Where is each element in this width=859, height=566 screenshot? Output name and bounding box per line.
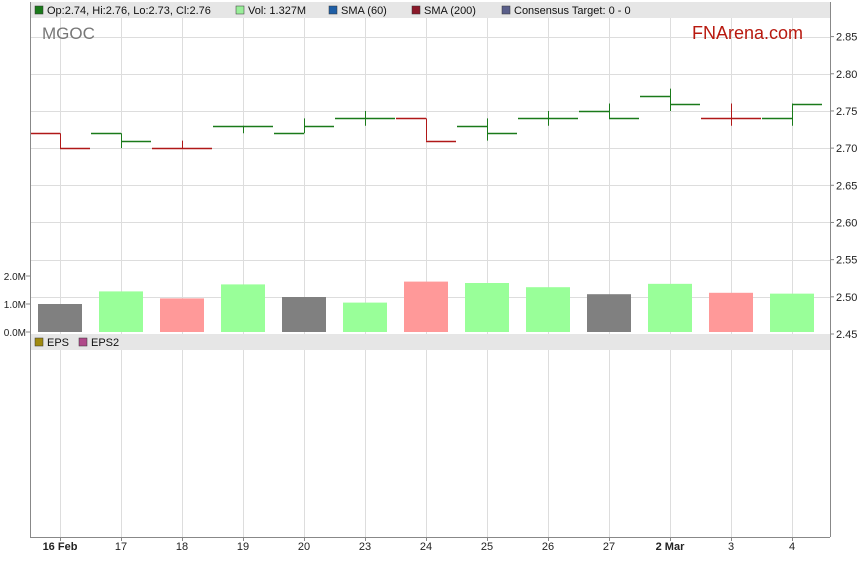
volume-bar — [587, 294, 631, 332]
volume-bar — [709, 292, 753, 332]
ohlc-bar — [762, 103, 822, 126]
x-tick-label: 2 Mar — [656, 541, 685, 553]
legend-bar — [30, 2, 830, 18]
price-tick-label: 2.60 — [836, 217, 857, 229]
price-tick-label: 2.65 — [836, 180, 857, 192]
eps2-legend-text: EPS2 — [91, 337, 119, 349]
x-tick-label: 25 — [481, 541, 493, 553]
x-tick-label: 18 — [176, 541, 188, 553]
volume-bar — [770, 293, 814, 332]
x-axis: 16 Feb 17 18 19 20 23 24 25 26 27 2 Mar 3 4 — [43, 537, 795, 553]
ohlc-bar — [30, 132, 90, 150]
ohlc-bar — [152, 140, 212, 150]
ohlc-bar — [335, 110, 395, 126]
eps-legend-text: EPS — [47, 337, 69, 349]
ohlc-bar — [640, 88, 700, 111]
ohlc-legend-swatch — [34, 5, 44, 15]
eps-legend-swatch — [34, 337, 44, 347]
consensus-legend-swatch — [501, 5, 511, 15]
price-axis: 2.45 2.50 2.55 2.60 2.65 2.70 2.75 2.80 2.85 — [830, 32, 857, 341]
price-tick-label: 2.75 — [836, 106, 857, 118]
x-tick-label: 24 — [420, 541, 432, 553]
fnarena-logo: FNArena.com — [692, 23, 803, 43]
volume-bar — [221, 284, 265, 332]
ohlc-bar — [457, 118, 517, 141]
ohlc-bar — [91, 132, 151, 149]
volume-bars — [38, 281, 814, 332]
volume-bar — [648, 283, 692, 332]
eps-legend-bar — [30, 334, 830, 350]
ohlc-legend-text: Op:2.74, Hi:2.76, Lo:2.73, Cl:2.76 — [47, 5, 211, 17]
volume-bar — [38, 304, 82, 332]
ohlc-bar — [701, 103, 761, 126]
volume-bar — [282, 297, 326, 332]
volume-tick-label: 0.0M — [4, 328, 26, 339]
ohlc-bar — [213, 125, 273, 134]
x-tick-label: 4 — [789, 541, 795, 553]
ticker-symbol: MGOC — [42, 24, 95, 43]
ohlc-bars — [30, 88, 822, 150]
legend: Op:2.74, Hi:2.76, Lo:2.73, Cl:2.76 Vol: … — [34, 5, 631, 17]
price-tick-label: 2.70 — [836, 143, 857, 155]
volume-bar — [343, 302, 387, 332]
vol-legend-text: Vol: 1.327M — [248, 5, 306, 17]
volume-tick-label: 2.0M — [4, 272, 26, 283]
x-tick-label: 26 — [542, 541, 554, 553]
price-tick-label: 2.50 — [836, 292, 857, 304]
eps2-legend-swatch — [78, 337, 88, 347]
ohlc-bar — [579, 103, 639, 120]
price-tick-label: 2.80 — [836, 69, 857, 81]
sma60-legend-swatch — [328, 5, 338, 15]
price-tick-label: 2.85 — [836, 32, 857, 44]
price-tick-label: 2.55 — [836, 255, 857, 267]
volume-bar — [526, 287, 570, 332]
volume-bar — [99, 291, 143, 332]
sma200-legend-text: SMA (200) — [424, 5, 476, 17]
price-tick-label: 2.45 — [836, 329, 857, 341]
sma200-legend-swatch — [411, 5, 421, 15]
x-tick-label: 3 — [728, 541, 734, 553]
x-tick-label: 23 — [359, 541, 371, 553]
x-tick-label: 20 — [298, 541, 310, 553]
x-tick-label: 17 — [115, 541, 127, 553]
ohlc-bar — [274, 118, 334, 135]
x-tick-label: 27 — [603, 541, 615, 553]
vol-legend-swatch — [235, 5, 245, 15]
x-tick-label: 19 — [237, 541, 249, 553]
eps-legend: EPS EPS2 — [34, 337, 119, 349]
sma60-legend-text: SMA (60) — [341, 5, 387, 17]
x-tick-label: 16 Feb — [43, 541, 78, 553]
volume-bar — [465, 283, 509, 332]
volume-bar — [404, 281, 448, 332]
consensus-legend-text: Consensus Target: 0 - 0 — [514, 5, 631, 17]
plot-area — [30, 2, 830, 537]
ohlc-bar — [518, 110, 578, 126]
volume-axis: 0.0M 1.0M 2.0M — [4, 272, 30, 339]
volume-tick-label: 1.0M — [4, 300, 26, 311]
ohlc-bar — [396, 117, 456, 143]
volume-bar — [160, 298, 204, 332]
